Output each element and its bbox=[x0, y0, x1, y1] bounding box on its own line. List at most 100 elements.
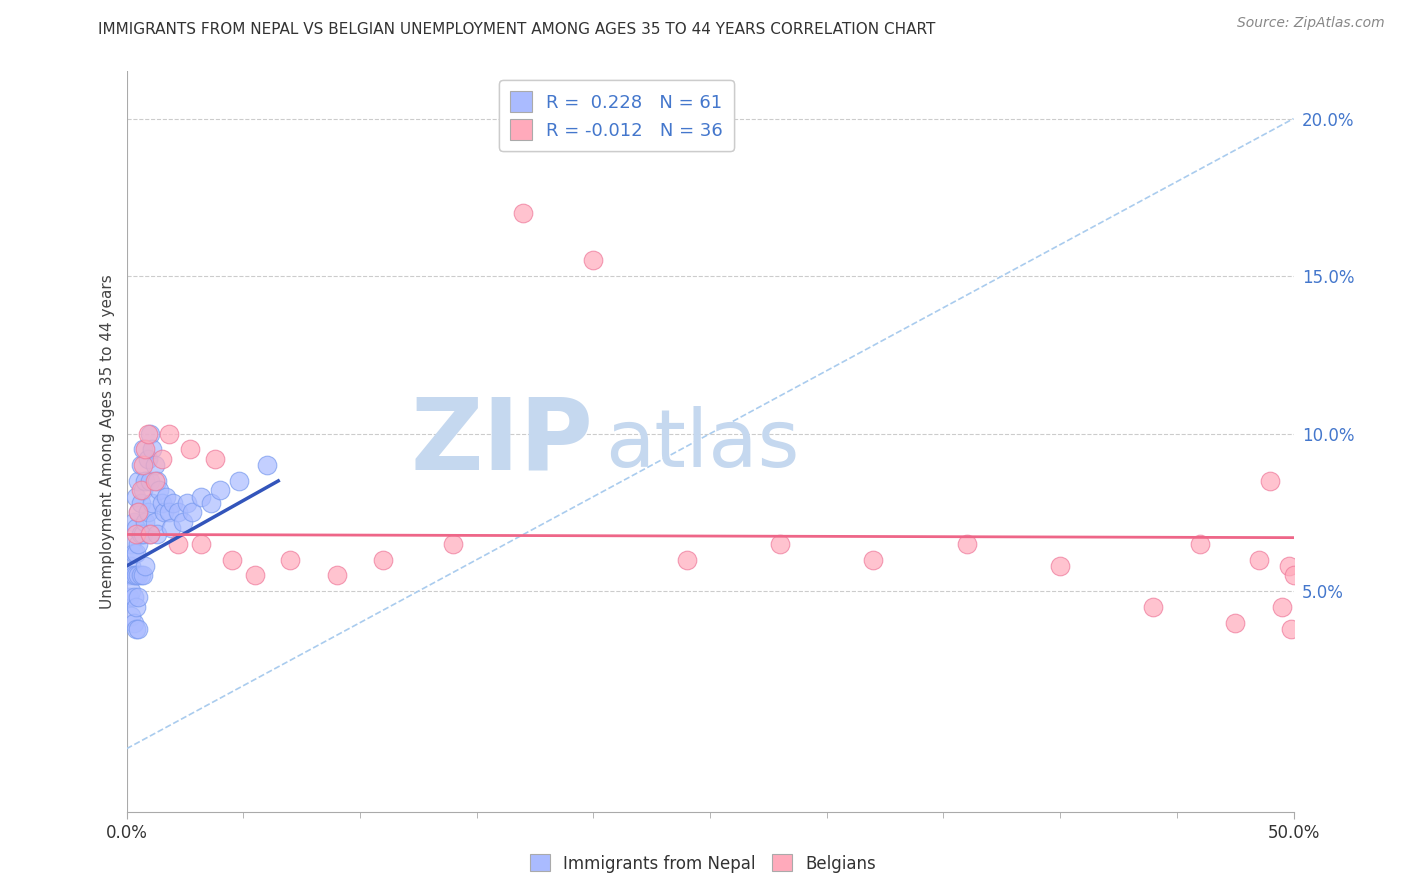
Point bbox=[127, 505, 149, 519]
Point bbox=[120, 559, 142, 574]
Point bbox=[129, 458, 152, 472]
Point bbox=[167, 537, 190, 551]
Point bbox=[136, 451, 159, 466]
Y-axis label: Unemployment Among Ages 35 to 44 years: Unemployment Among Ages 35 to 44 years bbox=[100, 274, 115, 609]
Point bbox=[208, 483, 231, 498]
Point bbox=[1189, 537, 1212, 551]
Point bbox=[204, 451, 226, 466]
Point bbox=[127, 591, 149, 605]
Point bbox=[769, 537, 792, 551]
Point bbox=[120, 584, 142, 599]
Point bbox=[141, 496, 163, 510]
Point bbox=[148, 483, 170, 498]
Point bbox=[132, 527, 155, 541]
Point bbox=[1278, 559, 1301, 574]
Point bbox=[1247, 552, 1270, 566]
Point bbox=[1049, 559, 1071, 574]
Point bbox=[862, 552, 884, 566]
Point bbox=[243, 568, 266, 582]
Point bbox=[1282, 568, 1305, 582]
Point bbox=[132, 483, 155, 498]
Text: ZIP: ZIP bbox=[411, 393, 593, 490]
Point bbox=[325, 568, 347, 582]
Point bbox=[139, 527, 162, 541]
Point bbox=[125, 546, 148, 560]
Point bbox=[127, 537, 149, 551]
Point bbox=[125, 527, 148, 541]
Point bbox=[127, 622, 149, 636]
Point bbox=[180, 505, 202, 519]
Point bbox=[129, 496, 152, 510]
Point bbox=[125, 521, 148, 535]
Point bbox=[146, 474, 169, 488]
Point bbox=[122, 591, 145, 605]
Point bbox=[190, 537, 212, 551]
Point bbox=[675, 552, 697, 566]
Point bbox=[153, 505, 176, 519]
Point bbox=[143, 458, 166, 472]
Legend: R =  0.228   N = 61, R = -0.012   N = 36: R = 0.228 N = 61, R = -0.012 N = 36 bbox=[499, 80, 734, 151]
Point bbox=[150, 451, 173, 466]
Point bbox=[118, 568, 141, 582]
Point bbox=[122, 515, 145, 529]
Point bbox=[132, 442, 155, 457]
Point bbox=[122, 568, 145, 582]
Point bbox=[278, 552, 301, 566]
Point bbox=[136, 426, 159, 441]
Point bbox=[125, 622, 148, 636]
Point bbox=[179, 442, 201, 457]
Point bbox=[512, 206, 534, 220]
Point bbox=[157, 426, 180, 441]
Point bbox=[127, 568, 149, 582]
Point bbox=[167, 505, 190, 519]
Point bbox=[160, 521, 183, 535]
Point bbox=[134, 474, 156, 488]
Point bbox=[143, 474, 166, 488]
Point bbox=[134, 515, 156, 529]
Point bbox=[146, 527, 169, 541]
Point bbox=[1258, 474, 1281, 488]
Text: atlas: atlas bbox=[605, 406, 800, 484]
Point bbox=[155, 490, 177, 504]
Point bbox=[176, 496, 198, 510]
Point bbox=[132, 458, 155, 472]
Point bbox=[141, 442, 163, 457]
Point bbox=[956, 537, 979, 551]
Point bbox=[228, 474, 250, 488]
Point bbox=[129, 568, 152, 582]
Text: IMMIGRANTS FROM NEPAL VS BELGIAN UNEMPLOYMENT AMONG AGES 35 TO 44 YEARS CORRELAT: IMMIGRANTS FROM NEPAL VS BELGIAN UNEMPLO… bbox=[98, 22, 936, 37]
Point bbox=[136, 505, 159, 519]
Point bbox=[1142, 599, 1164, 614]
Point bbox=[122, 546, 145, 560]
Point bbox=[120, 537, 142, 551]
Point bbox=[127, 505, 149, 519]
Legend: Immigrants from Nepal, Belgians: Immigrants from Nepal, Belgians bbox=[523, 847, 883, 880]
Point bbox=[373, 552, 395, 566]
Point bbox=[129, 527, 152, 541]
Point bbox=[190, 490, 212, 504]
Point bbox=[118, 591, 141, 605]
Point bbox=[1223, 615, 1246, 630]
Point bbox=[122, 615, 145, 630]
Point bbox=[139, 527, 162, 541]
Point bbox=[162, 496, 184, 510]
Point bbox=[139, 474, 162, 488]
Point bbox=[134, 559, 156, 574]
Point bbox=[157, 505, 180, 519]
Point bbox=[129, 483, 152, 498]
Point bbox=[441, 537, 464, 551]
Point bbox=[1279, 622, 1302, 636]
Point bbox=[125, 568, 148, 582]
Point bbox=[139, 426, 162, 441]
Point bbox=[134, 442, 156, 457]
Point bbox=[150, 496, 173, 510]
Text: Source: ZipAtlas.com: Source: ZipAtlas.com bbox=[1237, 16, 1385, 30]
Point bbox=[127, 474, 149, 488]
Point bbox=[200, 496, 222, 510]
Point bbox=[256, 458, 278, 472]
Point bbox=[582, 253, 605, 268]
Point bbox=[143, 515, 166, 529]
Point bbox=[125, 599, 148, 614]
Point bbox=[1271, 599, 1294, 614]
Point bbox=[132, 568, 155, 582]
